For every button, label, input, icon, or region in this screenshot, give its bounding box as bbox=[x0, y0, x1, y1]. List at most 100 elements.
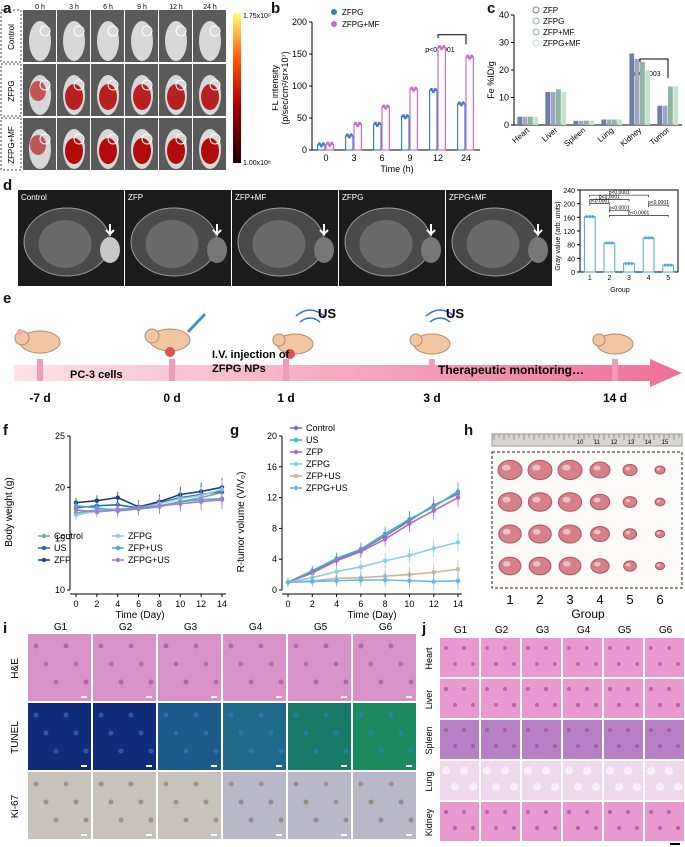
cell-nucleus bbox=[268, 799, 274, 805]
time-label: 0 h bbox=[35, 4, 45, 11]
series-line bbox=[75, 488, 223, 516]
cell-nucleus bbox=[248, 817, 254, 823]
tissue-detail bbox=[444, 810, 448, 814]
cell-nucleus bbox=[313, 817, 319, 823]
mouse-silhouette bbox=[199, 21, 221, 61]
tissue-detail bbox=[544, 646, 548, 650]
tissue-detail bbox=[453, 744, 457, 748]
legend-marker bbox=[293, 449, 299, 455]
cell-nucleus bbox=[63, 781, 69, 787]
cell-nucleus bbox=[258, 712, 264, 718]
legend-marker bbox=[331, 21, 337, 27]
tissue-detail bbox=[471, 703, 475, 707]
x-tick-label: 24 bbox=[461, 153, 471, 163]
data-point bbox=[431, 546, 436, 551]
data-point bbox=[377, 121, 381, 125]
legend-label: ZFPG+US bbox=[306, 483, 348, 493]
data-point bbox=[178, 501, 183, 506]
cell-nucleus bbox=[238, 799, 244, 805]
bar-zfpg bbox=[457, 103, 466, 151]
tissue-detail bbox=[635, 744, 639, 748]
day-label: 1 d bbox=[277, 391, 294, 405]
row-label: ZFPG bbox=[7, 80, 16, 101]
cell-nucleus bbox=[148, 679, 154, 685]
mri-tumor bbox=[421, 237, 441, 263]
column-label: G1 bbox=[454, 625, 468, 636]
organ-tile bbox=[604, 720, 643, 759]
y-tick-label: 15 bbox=[55, 534, 65, 544]
y-tick-label: 20 bbox=[55, 482, 65, 492]
chart-b-ylabel-1: FL intensity bbox=[272, 65, 280, 111]
timeline-marker bbox=[429, 359, 435, 381]
tissue-detail bbox=[453, 662, 457, 666]
data-point bbox=[412, 88, 416, 92]
tissue-detail bbox=[503, 810, 507, 814]
cell-nucleus bbox=[108, 661, 114, 667]
cell-nucleus bbox=[203, 661, 209, 667]
cell-nucleus bbox=[213, 817, 219, 823]
cell-nucleus bbox=[293, 643, 299, 649]
tissue-detail bbox=[617, 826, 621, 830]
tissue-detail bbox=[492, 783, 500, 791]
cell-nucleus bbox=[358, 781, 364, 787]
legend-label: US bbox=[54, 543, 67, 553]
arrow-icon bbox=[533, 224, 543, 237]
mri-organ bbox=[359, 220, 413, 268]
bar-zfpg-mf bbox=[617, 119, 623, 125]
histology-tile bbox=[28, 772, 91, 839]
cell-nucleus bbox=[43, 799, 49, 805]
mri-tumor bbox=[314, 237, 334, 263]
panel-letter-e: e bbox=[3, 290, 12, 307]
data-point bbox=[669, 263, 673, 267]
cell-nucleus bbox=[303, 661, 309, 667]
x-tick-label: 1 bbox=[588, 275, 592, 282]
data-point bbox=[431, 570, 436, 575]
p-value-label: p<0.0001 bbox=[609, 206, 630, 212]
p-value-label: p<0.0001 bbox=[628, 210, 649, 216]
data-point bbox=[607, 241, 611, 245]
row-label-box bbox=[0, 63, 22, 117]
tissue-detail bbox=[544, 728, 548, 732]
tissue-detail bbox=[544, 810, 548, 814]
x-tick-label: 6 bbox=[358, 599, 363, 609]
tissue-detail bbox=[635, 662, 639, 666]
tumor-highlight bbox=[625, 466, 631, 471]
column-label: G4 bbox=[577, 625, 591, 636]
timeline-marker bbox=[37, 359, 43, 381]
cell-nucleus bbox=[378, 679, 384, 685]
chart-c-ylabel: Fe %ID/g bbox=[486, 61, 496, 99]
group-label: 6 bbox=[656, 592, 663, 607]
tumor bbox=[622, 463, 638, 477]
legend-marker bbox=[293, 485, 299, 491]
cell-nucleus bbox=[98, 781, 104, 787]
data-point bbox=[588, 215, 592, 219]
tissue-detail bbox=[656, 783, 664, 791]
cell-nucleus bbox=[213, 679, 219, 685]
fluorescence-signal bbox=[133, 84, 151, 110]
cell-nucleus bbox=[323, 781, 329, 787]
x-tick-label: 0 bbox=[73, 599, 78, 609]
histology-tile bbox=[93, 772, 156, 839]
tissue-detail bbox=[553, 744, 557, 748]
bar-zfpg bbox=[662, 105, 668, 125]
series-line bbox=[287, 490, 459, 584]
cell-nucleus bbox=[63, 712, 69, 718]
day-label: -7 d bbox=[29, 391, 50, 405]
cell-nucleus bbox=[398, 661, 404, 667]
significance-bracket bbox=[589, 199, 630, 202]
cell-nucleus bbox=[368, 730, 374, 736]
cell-nucleus bbox=[408, 679, 414, 685]
data-point bbox=[382, 536, 388, 542]
data-point bbox=[358, 577, 364, 583]
series-line bbox=[75, 498, 223, 513]
legend-label: ZFP bbox=[543, 6, 558, 15]
data-point bbox=[461, 101, 465, 105]
cell-nucleus bbox=[138, 730, 144, 736]
data-point bbox=[610, 241, 614, 245]
histology-tile bbox=[93, 634, 156, 701]
data-point bbox=[317, 142, 321, 146]
y-tick-label: 20 bbox=[499, 65, 509, 75]
timeline-marker bbox=[169, 359, 175, 381]
significance-bracket bbox=[639, 58, 669, 79]
